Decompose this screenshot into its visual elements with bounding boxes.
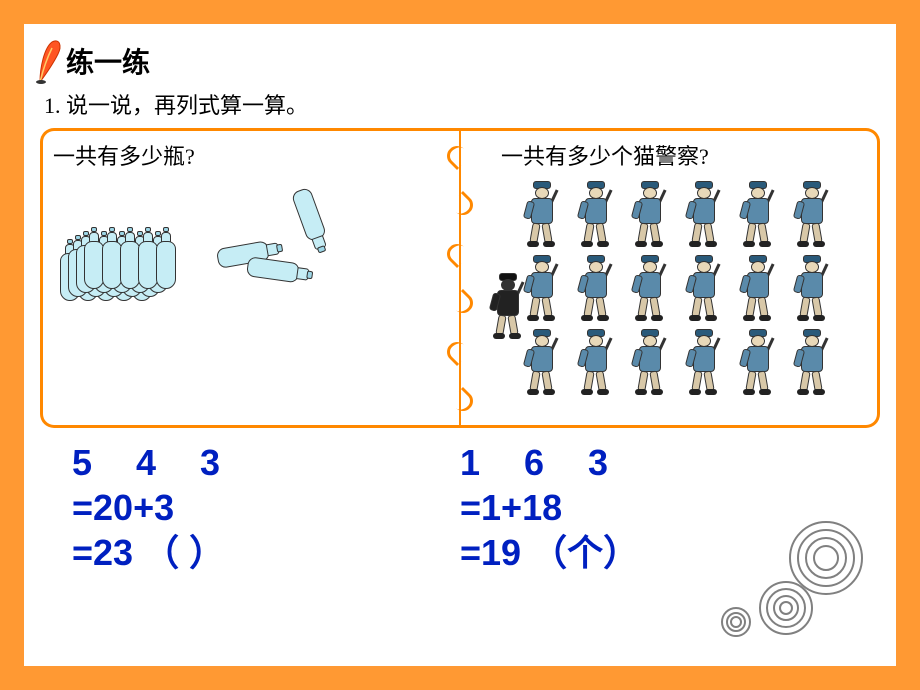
- left-expr-line3: =23 （ ）: [72, 530, 460, 575]
- cop-icon: [517, 179, 567, 249]
- header: 练一练: [24, 24, 896, 84]
- cop-icon: [571, 327, 621, 397]
- cop-icon: [733, 253, 783, 323]
- cop-icon: [787, 179, 837, 249]
- left-page: 一共有多少瓶?: [40, 128, 453, 428]
- cop-icon: [733, 327, 783, 397]
- slide: 练一练 1. 说一说，再列式算一算。 一共有多少瓶? 一共有多少个猫警察?: [24, 24, 896, 666]
- right-question: 一共有多少个猫警察?: [501, 139, 867, 171]
- cop-icon: [571, 253, 621, 323]
- left-answer: 5 4 3 =20+3 =23 （ ）: [72, 440, 460, 575]
- lying-bottle-icon: [246, 254, 319, 288]
- left-illustration: [53, 201, 443, 291]
- standing-bottles: [53, 239, 177, 291]
- lying-bottle-icon: [289, 186, 335, 260]
- left-expr-nums: 5 4 3: [72, 440, 460, 485]
- cop-icon: [679, 327, 729, 397]
- concentric-circles-icon: [696, 518, 866, 638]
- book-spine: [453, 128, 467, 428]
- feather-icon: [32, 38, 70, 84]
- cop-icon: [571, 179, 621, 249]
- instruction-text: 1. 说一说，再列式算一算。: [24, 88, 896, 120]
- right-page: 一共有多少个猫警察?: [467, 128, 880, 428]
- page-title: 练一练: [66, 41, 150, 81]
- cop-icon: [517, 253, 567, 323]
- cop-icon: [679, 253, 729, 323]
- cop-icon: [517, 327, 567, 397]
- cop-icon: [625, 327, 675, 397]
- left-question: 一共有多少瓶?: [53, 139, 443, 171]
- cop-icon: [625, 179, 675, 249]
- left-expr-line2: =20+3: [72, 485, 460, 530]
- cop-icon: [679, 179, 729, 249]
- right-illustration: [477, 179, 867, 397]
- book-frame: 一共有多少瓶? 一共有多少个猫警察?: [40, 128, 880, 428]
- cop-icon: [733, 179, 783, 249]
- right-expr-nums: 1 6 3: [460, 440, 848, 485]
- cop-icon: [787, 253, 837, 323]
- lying-bottles: [207, 201, 347, 291]
- bottle-icon: [155, 227, 177, 291]
- cop-icon: [625, 253, 675, 323]
- cop-grid: [517, 179, 867, 397]
- cop-icon: [787, 327, 837, 397]
